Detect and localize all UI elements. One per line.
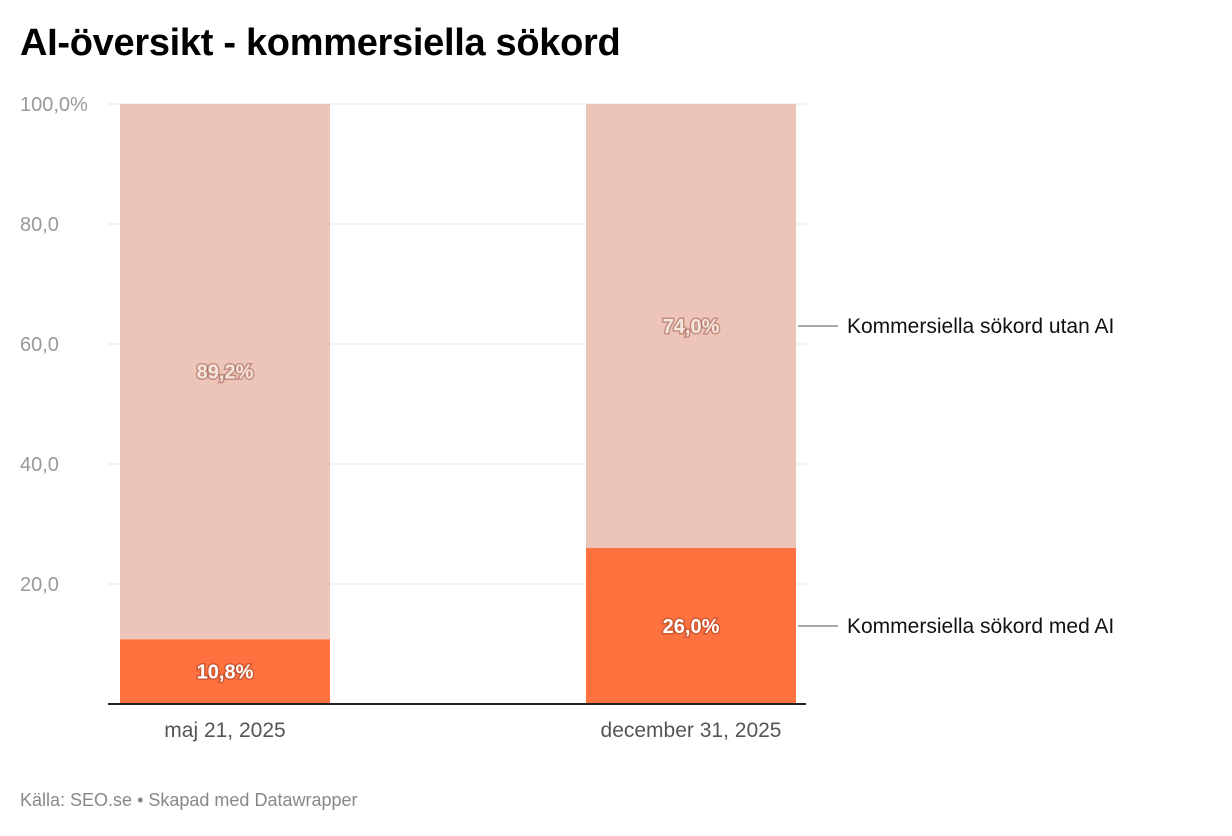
bar-segment [120,639,330,704]
y-tick-label: 80,0 [20,214,59,236]
source-note: Källa: SEO.se [20,790,133,810]
bar-segment [120,104,330,640]
value-label: 74,0% [663,316,720,338]
value-label: 10,8% [197,662,254,684]
stacked-bar-chart: 20,0 40,0 60,0 80,0 100,0% 10,8% 89,2% maj 21, … [20,94,1114,742]
y-tick-label: 40,0 [20,454,59,476]
chart-title: AI-översikt - kommersiella sökord [20,22,621,64]
x-tick-label: maj 21, 2025 [164,719,285,742]
y-tick-label: 60,0 [20,334,59,356]
credit-note: Skapad med Datawrapper [148,790,358,810]
bar-segment [586,548,796,704]
chart-footer: Källa: SEO.se • Skapad med Datawrapper [20,790,358,811]
value-label: 26,0% [663,616,720,638]
y-tick-label: 100,0% [20,94,88,116]
series-label: Kommersiella sökord utan AI [847,315,1114,338]
y-tick-label: 20,0 [20,574,59,596]
series-label: Kommersiella sökord med AI [847,615,1114,638]
value-label: 89,2% [197,362,254,384]
bar-segment [586,104,796,548]
footer-separator: • [132,790,149,810]
x-tick-label: december 31, 2025 [601,719,782,742]
